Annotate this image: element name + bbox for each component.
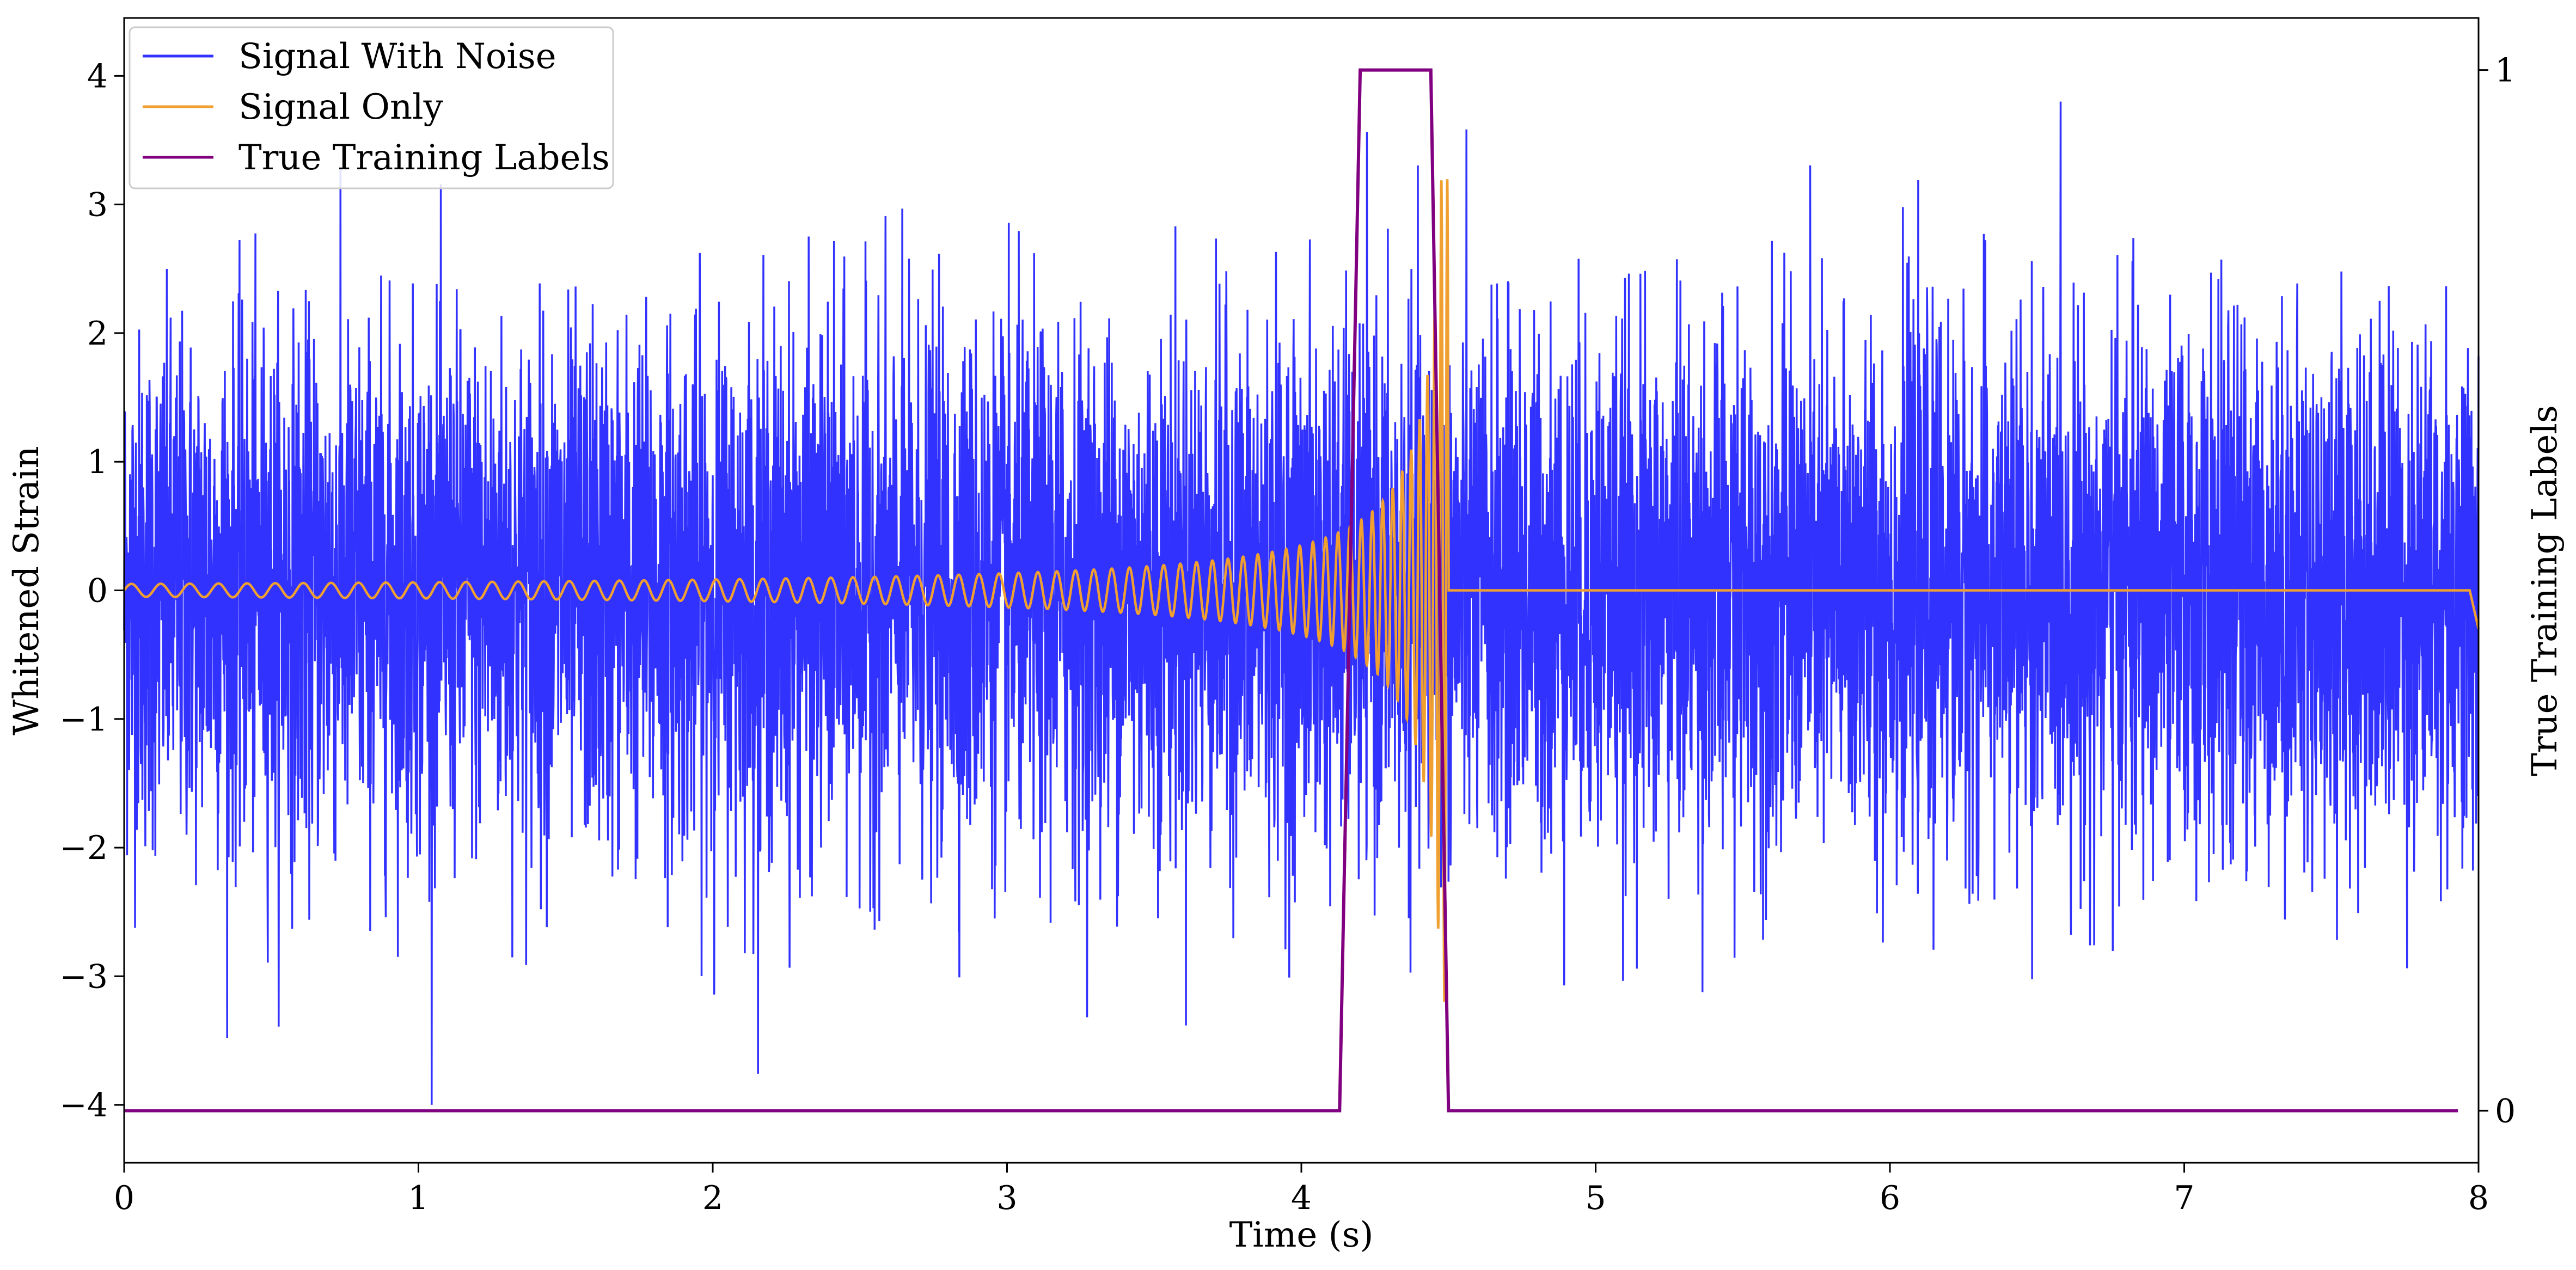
x-tick-label: 4	[1291, 1179, 1312, 1217]
x-tick-label: 1	[408, 1179, 429, 1217]
y-axis-left: −4 −3 −2 −1 0 1 2 3 4	[60, 57, 124, 1125]
y-tick-label: 0	[87, 572, 108, 610]
y2-tick-label: 0	[2495, 1092, 2516, 1130]
y-axis-label: Whitened Strain	[7, 446, 47, 735]
y2-tick-label: 1	[2495, 52, 2516, 90]
y-tick-label: 1	[87, 443, 108, 481]
x-tick-label: 6	[1880, 1179, 1900, 1217]
legend-label-signal-only: Signal Only	[238, 87, 443, 127]
y-tick-label: 4	[87, 57, 108, 95]
series-line-signal-only	[123, 179, 2480, 1002]
series-line-training-labels	[124, 68, 2458, 1113]
y-tick-label: 2	[87, 315, 108, 353]
legend-label-signal-with-noise: Signal With Noise	[238, 36, 556, 77]
legend: Signal With Noise Signal Only True Train…	[129, 26, 614, 189]
y-axis-right: 01	[2479, 52, 2516, 1130]
x-tick-label: 3	[996, 1179, 1017, 1217]
y-tick-label: 3	[87, 186, 108, 224]
series-signal-only	[123, 179, 2480, 1002]
series-signal-with-noise	[123, 101, 2480, 1105]
y-tick-label: −1	[60, 701, 108, 739]
x-tick-label: 2	[702, 1179, 723, 1217]
x-tick-label: 7	[2174, 1179, 2194, 1217]
x-axis-label: Time (s)	[1229, 1215, 1374, 1255]
x-tick-label: 0	[114, 1179, 134, 1217]
series-line-signal-with-noise	[123, 101, 2480, 1105]
x-tick-label: 8	[2468, 1179, 2489, 1217]
x-axis: 0 1 2 3 4 5 6 7 8	[114, 1163, 2489, 1217]
y2-axis-label: True Training Labels	[2525, 405, 2565, 776]
x-tick-label: 5	[1585, 1179, 1606, 1217]
y-tick-label: −3	[60, 958, 108, 996]
y-tick-label: −2	[60, 829, 108, 867]
y-tick-label: −4	[60, 1087, 108, 1125]
legend-box	[129, 26, 614, 189]
legend-label-training-labels: True Training Labels	[238, 138, 610, 178]
series-training-labels	[124, 68, 2458, 1113]
